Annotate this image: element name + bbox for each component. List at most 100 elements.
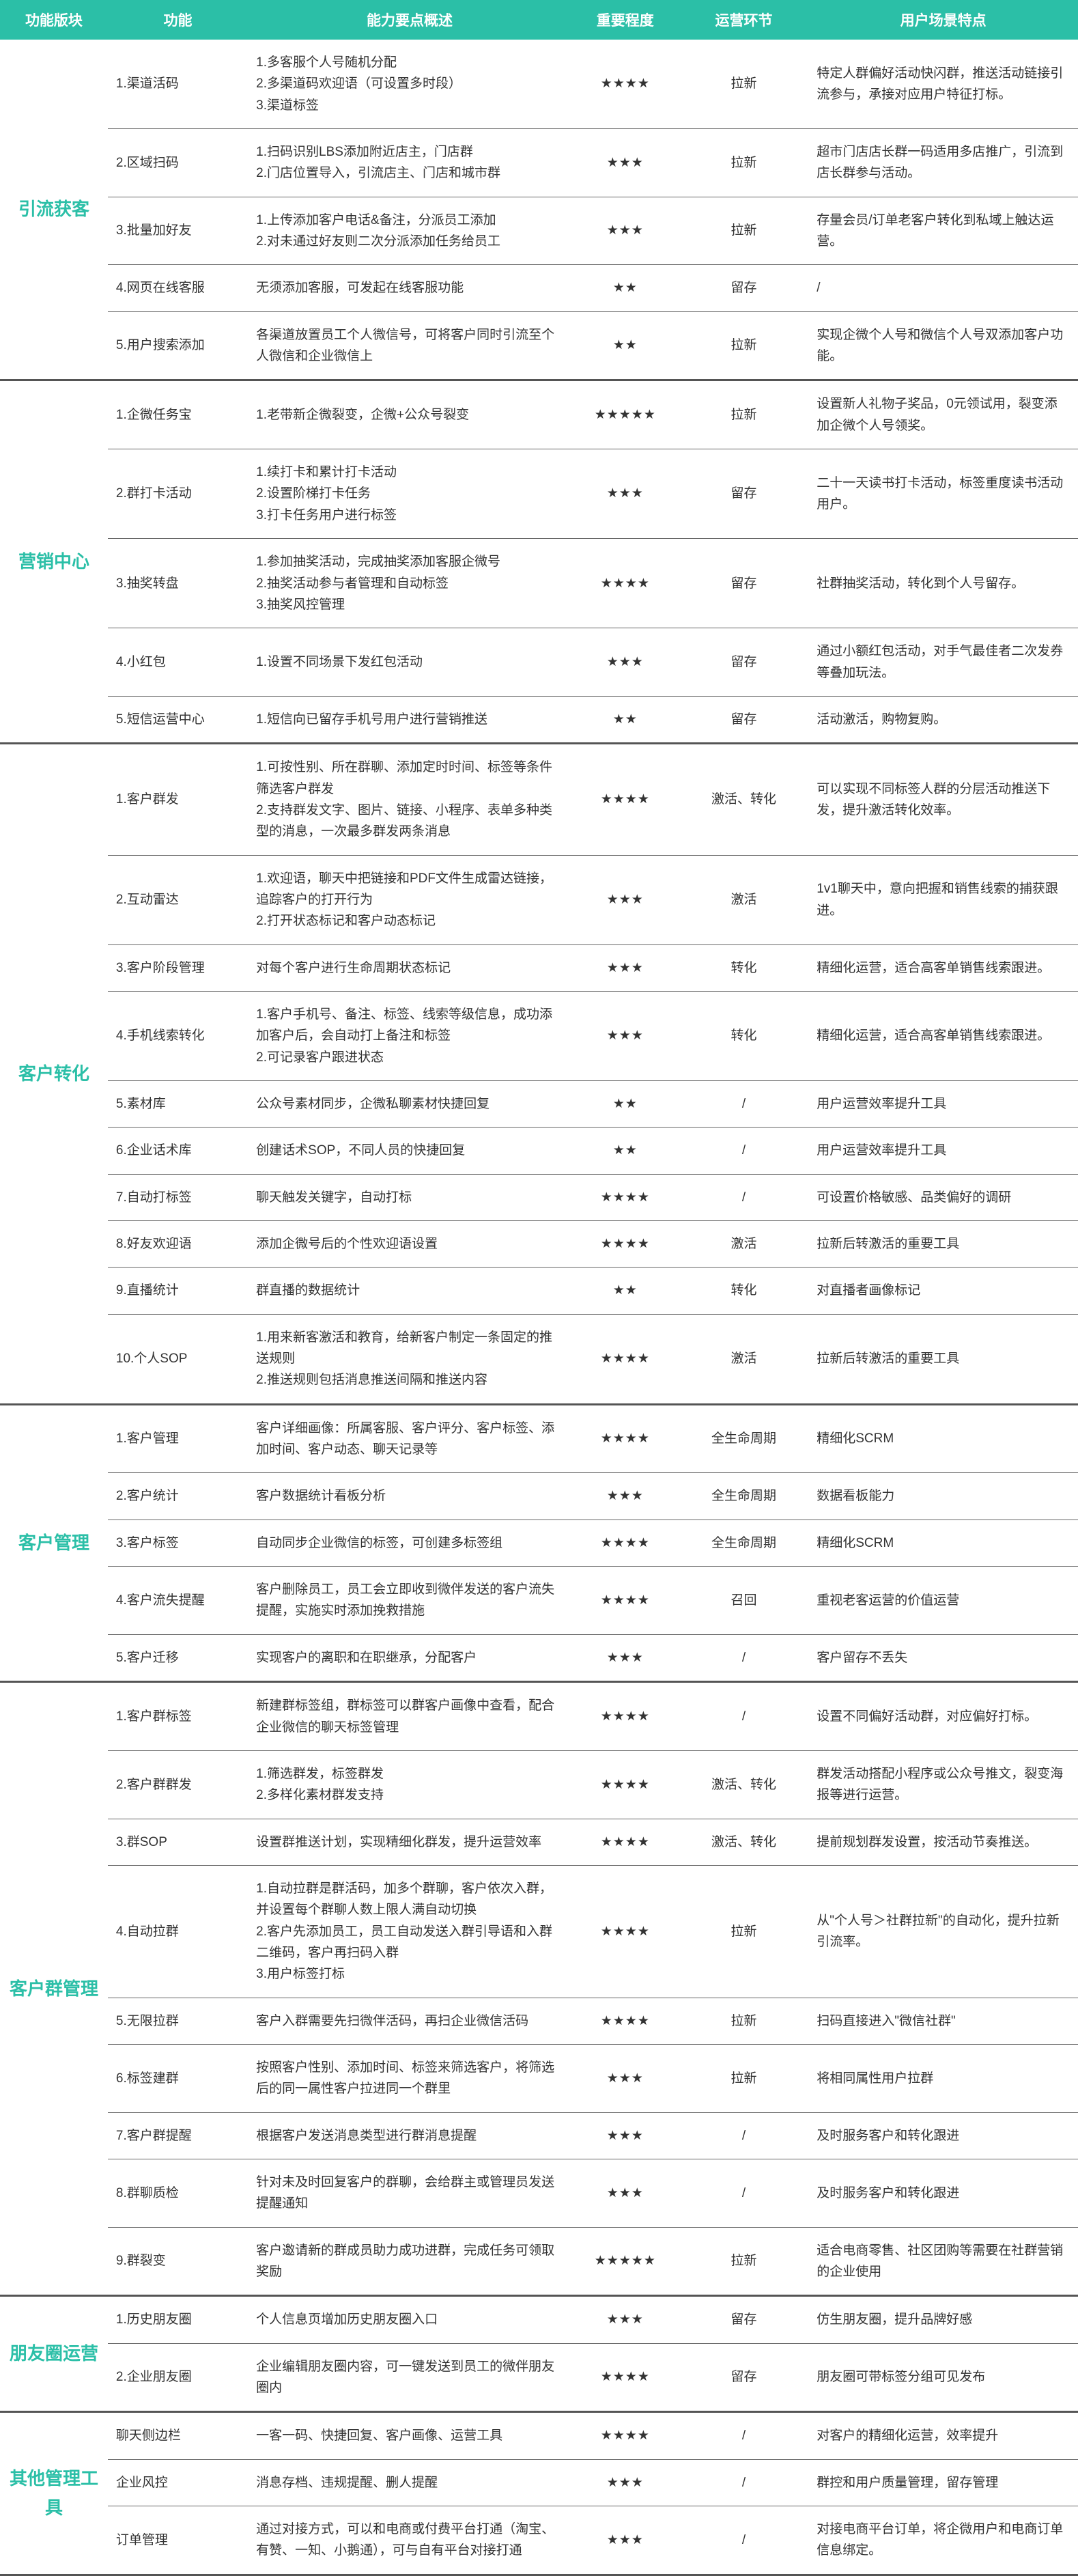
header-row: 功能版块 功能 能力要点概述 重要程度 运营环节 用户场景特点	[0, 0, 1078, 40]
operation-phase: 激活	[679, 1221, 808, 1268]
importance-stars: ★★★	[571, 449, 679, 539]
operation-phase: 全生命周期	[679, 1404, 808, 1473]
func-name: 5.素材库	[108, 1081, 248, 1128]
func-name: 5.无限拉群	[108, 1998, 248, 2044]
importance-stars: ★★★	[571, 2459, 679, 2506]
func-desc: 按照客户性别、添加时间、标签来筛选客户，将筛选后的同一属性客户拉进同一个群里	[248, 2044, 571, 2112]
user-scene: 扫码直接进入"微信社群"	[808, 1998, 1078, 2044]
table-row: 2.企业朋友圈企业编辑朋友圈内容，可一键发送到员工的微伴朋友圈内★★★★留存朋友…	[0, 2343, 1078, 2412]
operation-phase: 激活	[679, 855, 808, 944]
user-scene: 数据看板能力	[808, 1473, 1078, 1520]
operation-phase: 留存	[679, 539, 808, 628]
func-desc: 消息存档、违规提醒、删人提醒	[248, 2459, 571, 2506]
func-desc: 创建话术SOP，不同人员的快捷回复	[248, 1128, 571, 1174]
operation-phase: 拉新	[679, 129, 808, 197]
importance-stars: ★★★★	[571, 2412, 679, 2459]
table-row: 3.批量加好友1.上传添加客户电话&备注，分派员工添加2.对未通过好友则二次分派…	[0, 197, 1078, 265]
operation-phase: 留存	[679, 449, 808, 539]
func-desc: 一客一码、快捷回复、客户画像、运营工具	[248, 2412, 571, 2459]
importance-stars: ★★★	[571, 855, 679, 944]
importance-stars: ★★★★	[571, 1174, 679, 1220]
user-scene: 拉新后转激活的重要工具	[808, 1221, 1078, 1268]
header-importance: 重要程度	[571, 0, 679, 40]
importance-stars: ★★★★	[571, 1750, 679, 1819]
importance-stars: ★★★★	[571, 1404, 679, 1473]
func-desc: 根据客户发送消息类型进行群消息提醒	[248, 2112, 571, 2159]
func-name: 5.客户迁移	[108, 1634, 248, 1681]
func-name: 2.客户统计	[108, 1473, 248, 1520]
operation-phase: 转化	[679, 944, 808, 991]
func-desc: 自动同步企业微信的标签，可创建多标签组	[248, 1520, 571, 1566]
operation-phase: 留存	[679, 696, 808, 743]
func-desc: 1.上传添加客户电话&备注，分派员工添加2.对未通过好友则二次分派添加任务给员工	[248, 197, 571, 265]
importance-stars: ★★★★	[571, 1682, 679, 1751]
user-scene: 二十一天读书打卡活动，标签重度读书活动用户。	[808, 449, 1078, 539]
func-name: 4.小红包	[108, 628, 248, 697]
user-scene: 精细化运营，适合高客单销售线索跟进。	[808, 944, 1078, 991]
importance-stars: ★★★	[571, 2506, 679, 2575]
user-scene: 实现企微个人号和微信个人号双添加客户功能。	[808, 311, 1078, 380]
func-name: 4.自动拉群	[108, 1865, 248, 1998]
importance-stars: ★★★	[571, 2159, 679, 2227]
operation-phase: 留存	[679, 2343, 808, 2412]
operation-phase: 拉新	[679, 1865, 808, 1998]
operation-phase: 激活、转化	[679, 744, 808, 855]
importance-stars: ★★★	[571, 991, 679, 1080]
table-row: 2.群打卡活动1.续打卡和累计打卡活动2.设置阶梯打卡任务3.打卡任务用户进行标…	[0, 449, 1078, 539]
importance-stars: ★★★	[571, 197, 679, 265]
func-name: 1.企微任务宝	[108, 380, 248, 449]
header-func: 功能	[108, 0, 248, 40]
importance-stars: ★★★	[571, 1473, 679, 1520]
table-row: 8.群聊质检针对未及时回复客户的群聊，会给群主或管理员发送提醒通知★★★/及时服…	[0, 2159, 1078, 2227]
func-desc: 客户详细画像：所属客服、客户评分、客户标签、添加时间、客户动态、聊天记录等	[248, 1404, 571, 1473]
func-desc: 1.筛选群发，标签群发2.多样化素材群发支持	[248, 1750, 571, 1819]
func-name: 1.客户管理	[108, 1404, 248, 1473]
user-scene: 对客户的精细化运营，效率提升	[808, 2412, 1078, 2459]
operation-phase: /	[679, 2112, 808, 2159]
user-scene: 将相同属性用户拉群	[808, 2044, 1078, 2112]
func-desc: 公众号素材同步，企微私聊素材快捷回复	[248, 1081, 571, 1128]
user-scene: 超市门店店长群一码适用多店推广，引流到店长群参与活动。	[808, 129, 1078, 197]
table-row: 客户管理1.客户管理客户详细画像：所属客服、客户评分、客户标签、添加时间、客户动…	[0, 1404, 1078, 1473]
table-row: 5.短信运营中心1.短信向已留存手机号用户进行营销推送★★留存活动激活，购物复购…	[0, 696, 1078, 743]
table-row: 7.客户群提醒根据客户发送消息类型进行群消息提醒★★★/及时服务客户和转化跟进	[0, 2112, 1078, 2159]
user-scene: 对直播者画像标记	[808, 1268, 1078, 1314]
func-name: 2.互动雷达	[108, 855, 248, 944]
importance-stars: ★★★	[571, 1634, 679, 1681]
header-scene: 用户场景特点	[808, 0, 1078, 40]
func-name: 3.批量加好友	[108, 197, 248, 265]
operation-phase: /	[679, 2159, 808, 2227]
importance-stars: ★★	[571, 696, 679, 743]
table-row: 5.素材库公众号素材同步，企微私聊素材快捷回复★★/用户运营效率提升工具	[0, 1081, 1078, 1128]
func-desc: 无须添加客服，可发起在线客服功能	[248, 265, 571, 311]
operation-phase: 拉新	[679, 1998, 808, 2044]
table-row: 3.抽奖转盘1.参加抽奖活动，完成抽奖添加客服企微号2.抽奖活动参与者管理和自动…	[0, 539, 1078, 628]
importance-stars: ★★★★	[571, 2343, 679, 2412]
func-desc: 个人信息页增加历史朋友圈入口	[248, 2296, 571, 2343]
operation-phase: /	[679, 1128, 808, 1174]
table-row: 9.直播统计群直播的数据统计★★转化对直播者画像标记	[0, 1268, 1078, 1314]
table-row: 10.个人SOP1.用来新客激活和教育，给新客户制定一条固定的推送规则2.推送规…	[0, 1314, 1078, 1404]
func-desc: 企业编辑朋友圈内容，可一键发送到员工的微伴朋友圈内	[248, 2343, 571, 2412]
user-scene: 对接电商平台订单，将企微用户和电商订单信息绑定。	[808, 2506, 1078, 2575]
operation-phase: 转化	[679, 991, 808, 1080]
func-desc: 客户删除员工，员工会立即收到微伴发送的客户流失提醒，实施实时添加挽救措施	[248, 1567, 571, 1635]
importance-stars: ★★★★	[571, 1819, 679, 1865]
operation-phase: /	[679, 1174, 808, 1220]
header-module: 功能版块	[0, 0, 108, 40]
func-desc: 新建群标签组，群标签可以群客户画像中查看，配合企业微信的聊天标签管理	[248, 1682, 571, 1751]
operation-phase: 召回	[679, 1567, 808, 1635]
func-desc: 群直播的数据统计	[248, 1268, 571, 1314]
importance-stars: ★★★★	[571, 1314, 679, 1404]
func-desc: 1.老带新企微裂变，企微+公众号裂变	[248, 380, 571, 449]
func-desc: 客户数据统计看板分析	[248, 1473, 571, 1520]
func-desc: 1.短信向已留存手机号用户进行营销推送	[248, 696, 571, 743]
importance-stars: ★★★★	[571, 1520, 679, 1566]
func-name: 订单管理	[108, 2506, 248, 2575]
func-name: 6.标签建群	[108, 2044, 248, 2112]
table-row: 6.标签建群按照客户性别、添加时间、标签来筛选客户，将筛选后的同一属性客户拉进同…	[0, 2044, 1078, 2112]
importance-stars: ★★	[571, 265, 679, 311]
module-name: 其他管理工具	[0, 2412, 108, 2575]
module-name: 引流获客	[0, 40, 108, 380]
func-name: 4.客户流失提醒	[108, 1567, 248, 1635]
